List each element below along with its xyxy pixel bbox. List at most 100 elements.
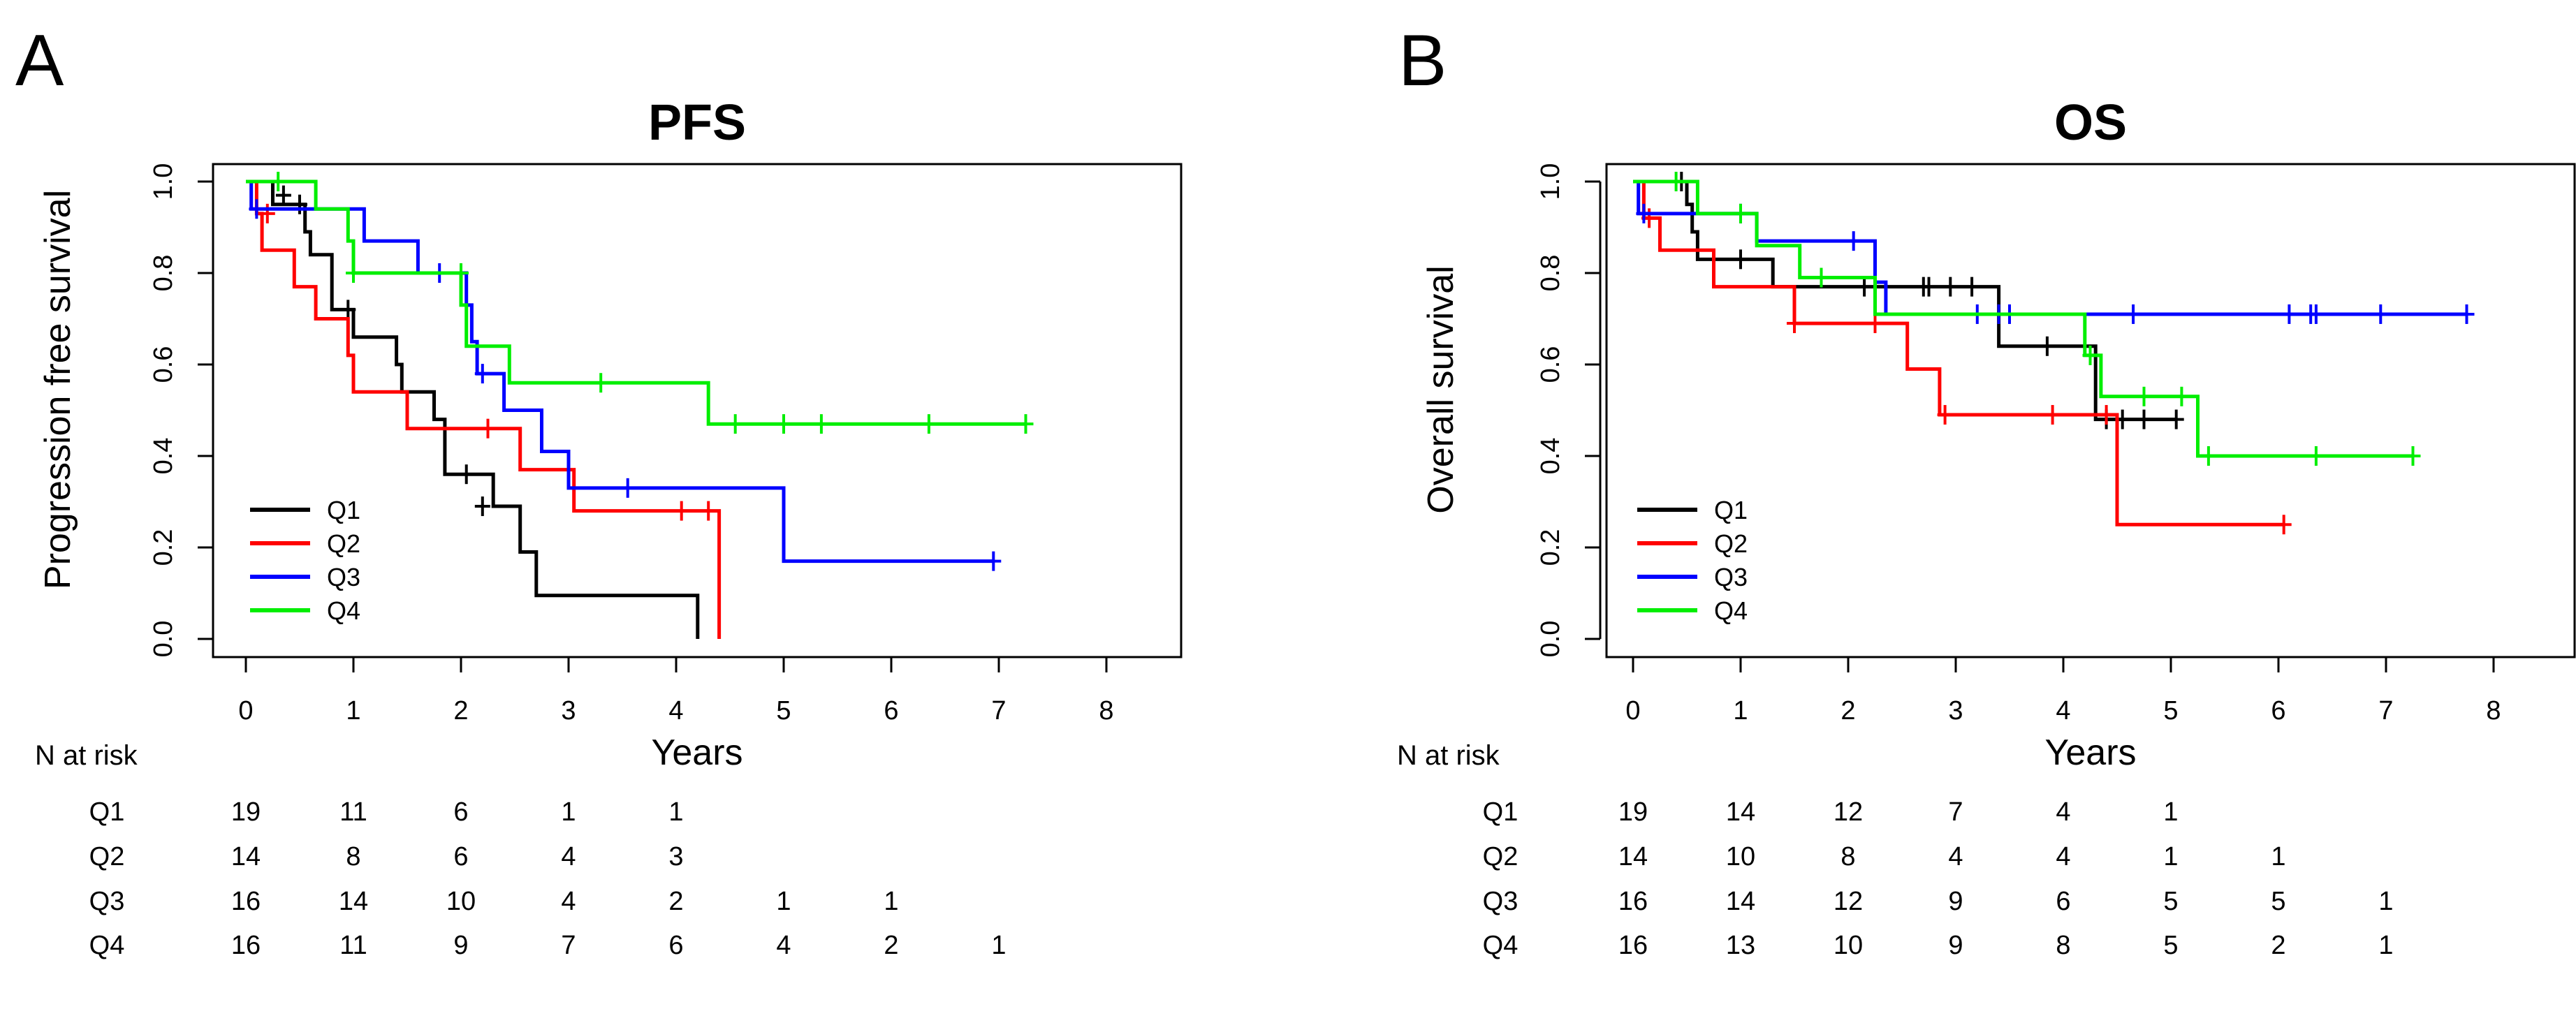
censor-mark-q4 [2308, 446, 2324, 466]
legend-item-q2: Q2 [250, 529, 360, 558]
risk-count: 1 [561, 797, 576, 827]
risk-row-label: Q1 [1483, 797, 1518, 827]
risk-row-label: Q1 [89, 797, 125, 827]
risk-row-label: Q3 [89, 887, 125, 916]
risk-row-label: Q3 [1483, 887, 1518, 916]
risk-count: 14 [231, 842, 261, 871]
risk-count: 1 [2271, 842, 2285, 871]
censor-mark-q3 [2308, 304, 2324, 324]
censor-mark-q2 [480, 418, 496, 439]
survival-curve-q2 [246, 179, 722, 639]
censor-mark-q2 [2044, 405, 2061, 425]
censor-mark-q1 [2168, 409, 2184, 429]
censor-mark-q4 [593, 373, 609, 393]
chart-title: OS [2054, 95, 2127, 151]
censor-mark-q4 [453, 263, 469, 283]
survival-curve-q1 [246, 179, 700, 639]
risk-table: Q1 19 11 6 1 1Q2 14 8 6 4 3Q3 16 14 10 4 2 1 1Q4 16 11 9 7 6 4 2… [89, 797, 1007, 960]
x-tick-label: 2 [1840, 696, 1855, 726]
censor-mark-q1 [2039, 336, 2055, 356]
censor-mark-q1 [1921, 277, 1937, 297]
legend-item-q4: Q4 [250, 596, 360, 625]
risk-count: 16 [231, 887, 261, 916]
risk-count: 1 [2378, 887, 2393, 916]
censor-mark-q2 [701, 501, 717, 521]
x-tick-label: 0 [238, 696, 253, 726]
risk-count: 7 [1948, 797, 1963, 827]
censor-mark-q3 [620, 478, 636, 498]
x-tick-label: 1 [1733, 696, 1748, 726]
legend: Q1 Q2 Q3 Q4 [1637, 496, 1748, 625]
risk-count: 8 [1840, 842, 1855, 871]
risk-count: 14 [1726, 797, 1755, 827]
y-axis-label: Overall survival [1421, 265, 1461, 513]
legend-item-q2: Q2 [1637, 529, 1748, 558]
risk-count: 8 [346, 842, 360, 871]
risk-count: 10 [1726, 842, 1755, 871]
risk-count: 14 [339, 887, 368, 916]
censor-mark-q1 [292, 194, 307, 214]
y-axis-label: Progression free survival [38, 190, 78, 589]
risk-count: 2 [668, 887, 683, 916]
censor-mark-q1 [1733, 249, 1748, 270]
axis-ticks: 0 1 2 3 4 5 6 7 8 0.0 0.2 0.4 0.6 0.8 1.0 [149, 163, 1114, 726]
legend-item-q3: Q3 [1637, 563, 1748, 591]
censor-mark-q4 [1018, 414, 1034, 434]
plot-frame [1605, 163, 2576, 658]
censor-mark-q1 [340, 300, 356, 320]
risk-count: 11 [339, 797, 367, 827]
risk-count: 3 [668, 842, 683, 871]
risk-count: 12 [1834, 887, 1863, 916]
x-tick-label: 7 [2378, 696, 2393, 726]
survival-curve-q1 [1633, 179, 2176, 422]
x-tick-label: 6 [884, 696, 898, 726]
risk-count: 1 [2378, 931, 2393, 960]
x-tick-label: 7 [991, 696, 1006, 726]
risk-count: 9 [453, 931, 468, 960]
risk-count: 12 [1834, 797, 1863, 827]
risk-count: 10 [1834, 931, 1863, 960]
legend-label: Q3 [1714, 563, 1748, 591]
x-tick-label: 1 [346, 696, 360, 726]
panel-b: B OS Overall survival Years N at risk 0 1… [1397, 20, 2576, 960]
survival-curve-q3 [1633, 179, 2467, 316]
risk-row-label: Q2 [89, 842, 125, 871]
censor-mark-q1 [1964, 277, 1980, 297]
risk-count: 4 [2056, 797, 2070, 827]
y-tick-label: 0.2 [1536, 529, 1565, 566]
legend-label: Q2 [1714, 529, 1748, 558]
legend-item-q1: Q1 [1637, 496, 1748, 524]
censor-mark-q2 [1867, 314, 1883, 334]
censor-mark-q4 [1733, 203, 1748, 223]
censor-mark-q3 [249, 199, 265, 219]
risk-table-title: N at risk [1397, 740, 1500, 771]
y-tick-label: 0.4 [149, 438, 178, 475]
risk-count: 6 [453, 797, 468, 827]
survival-curve-q2 [1633, 179, 2284, 526]
legend: Q1 Q2 Q3 Q4 [250, 496, 360, 625]
censor-mark-q4 [270, 172, 286, 191]
risk-count: 2 [884, 931, 898, 960]
risk-table-title: N at risk [35, 740, 138, 771]
x-tick-label: 4 [2056, 696, 2070, 726]
panel-a: A PFS Progression free survival Years N … [15, 20, 1183, 960]
censor-mark-q2 [2098, 405, 2114, 425]
censor-mark-q4 [1668, 172, 1684, 191]
legend-label: Q4 [327, 596, 360, 625]
survival-curves [246, 172, 1034, 639]
risk-row-label: Q2 [1483, 842, 1518, 871]
risk-row-label: Q4 [89, 931, 125, 960]
risk-count: 2 [2271, 931, 2285, 960]
censor-mark-q2 [2276, 515, 2292, 535]
risk-count: 1 [884, 887, 898, 916]
censor-mark-q2 [259, 203, 275, 223]
censor-mark-q4 [921, 414, 937, 434]
risk-count: 16 [1618, 931, 1648, 960]
censor-mark-q3 [1636, 203, 1652, 223]
censor-mark-q4 [813, 414, 829, 434]
y-tick-label: 0.6 [1536, 346, 1565, 383]
y-tick-label: 0.0 [1536, 621, 1565, 658]
censor-mark-q3 [2373, 304, 2389, 324]
risk-count: 5 [2163, 931, 2178, 960]
